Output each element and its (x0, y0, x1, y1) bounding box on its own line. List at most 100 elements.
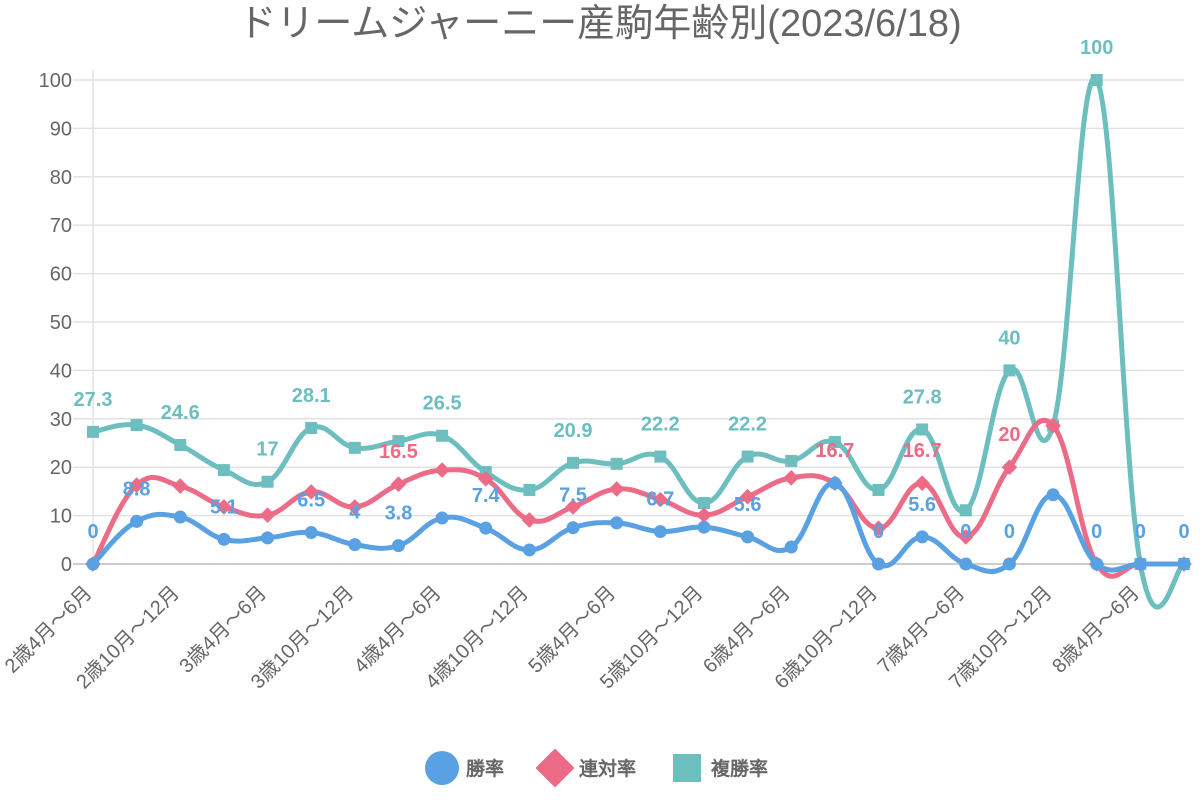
y-tick-label: 10 (50, 506, 72, 528)
data-label: 4 (349, 502, 361, 524)
data-label: 26.5 (423, 393, 462, 415)
data-point (915, 530, 929, 544)
data-point (305, 421, 318, 434)
data-label: 7.4 (472, 485, 501, 507)
data-point (261, 531, 275, 545)
circle-icon (425, 751, 459, 785)
data-label: 100 (1080, 37, 1113, 59)
series-0 (86, 476, 1191, 575)
data-point (872, 483, 885, 496)
data-point (259, 507, 276, 523)
data-label: 27.3 (74, 389, 113, 411)
data-point (128, 477, 145, 493)
data-label: 5.6 (908, 494, 936, 516)
square-icon (673, 754, 701, 782)
data-point (434, 462, 450, 478)
data-point (567, 456, 580, 469)
data-point (436, 429, 449, 442)
data-label: 28.1 (292, 385, 331, 407)
data-point (959, 557, 973, 571)
data-point (217, 532, 231, 546)
data-point (828, 436, 841, 449)
data-point (1177, 557, 1191, 571)
series-1 (85, 417, 1192, 579)
data-label: 0 (1178, 521, 1189, 543)
data-point (348, 441, 361, 454)
data-label: 17 (256, 439, 278, 461)
data-point (870, 520, 887, 536)
data-point (697, 497, 710, 510)
data-label: 24.6 (161, 402, 200, 424)
data-point (348, 538, 362, 552)
data-label: 8.8 (123, 478, 151, 500)
y-tick-label: 60 (50, 264, 72, 286)
x-tick-label: 8歳4月～6月 (1047, 581, 1143, 677)
data-label: 16.7 (815, 440, 854, 462)
data-point (783, 470, 800, 486)
data-point (739, 488, 756, 505)
data-point (304, 526, 318, 540)
data-point (1003, 364, 1016, 377)
data-point (390, 476, 407, 492)
y-tick-label: 30 (50, 409, 72, 431)
data-point (522, 543, 536, 557)
data-label: 27.8 (903, 386, 942, 408)
data-point (477, 471, 494, 487)
data-point (566, 521, 580, 535)
data-point (565, 499, 581, 515)
data-point (130, 514, 144, 528)
data-label: 0 (87, 521, 98, 543)
data-label: 3.8 (385, 503, 413, 525)
data-label: 6.7 (646, 489, 674, 511)
data-point (784, 540, 798, 554)
y-tick-label: 80 (50, 167, 72, 189)
data-label: 0 (1004, 521, 1015, 543)
data-point (916, 423, 929, 436)
chart-title: ドリームジャーニー産駒年齢別(2023/6/18) (238, 3, 961, 45)
data-label: 40 (998, 327, 1020, 349)
data-point (741, 530, 755, 544)
series-2 (87, 74, 1190, 610)
data-point (872, 557, 886, 571)
data-point (958, 529, 974, 545)
legend-label: 連対率 (579, 757, 636, 780)
data-label: 22.2 (641, 414, 680, 436)
x-tick-label: 4歳4月～6月 (349, 581, 445, 677)
data-label: 6.5 (297, 490, 325, 512)
data-point (828, 476, 842, 490)
data-point (608, 481, 625, 497)
series-line (91, 480, 1184, 575)
data-point (785, 454, 798, 467)
data-point (1001, 459, 1018, 475)
data-point (610, 457, 623, 470)
x-tick-label: 7歳4月～6月 (873, 581, 969, 677)
data-point (741, 450, 754, 463)
data-point (1090, 74, 1103, 86)
data-point (303, 484, 319, 500)
data-point (391, 539, 405, 553)
data-label: 0 (960, 521, 971, 543)
data-point (1002, 557, 1016, 571)
data-point (130, 419, 143, 432)
data-point (654, 450, 667, 463)
legend-label: 勝率 (466, 757, 504, 780)
data-point (1133, 557, 1147, 571)
y-tick-label: 70 (50, 215, 72, 237)
data-point (610, 516, 624, 530)
data-point (86, 557, 100, 571)
x-tick-label: 3歳4月～6月 (175, 581, 271, 677)
legend-label: 複勝率 (710, 757, 768, 780)
x-tick-label: 6歳4月～6月 (698, 581, 794, 677)
data-point (959, 504, 972, 517)
y-tick-label: 50 (50, 312, 72, 334)
data-label: 7.5 (559, 485, 587, 507)
data-point (523, 483, 536, 496)
data-point (392, 435, 405, 448)
data-point (1090, 557, 1104, 571)
data-point (652, 491, 669, 508)
x-tick-label: 2歳4月～6月 (0, 581, 96, 677)
data-point (261, 475, 274, 488)
x-tick-label: 5歳4月～6月 (524, 581, 620, 677)
data-point (479, 521, 493, 535)
